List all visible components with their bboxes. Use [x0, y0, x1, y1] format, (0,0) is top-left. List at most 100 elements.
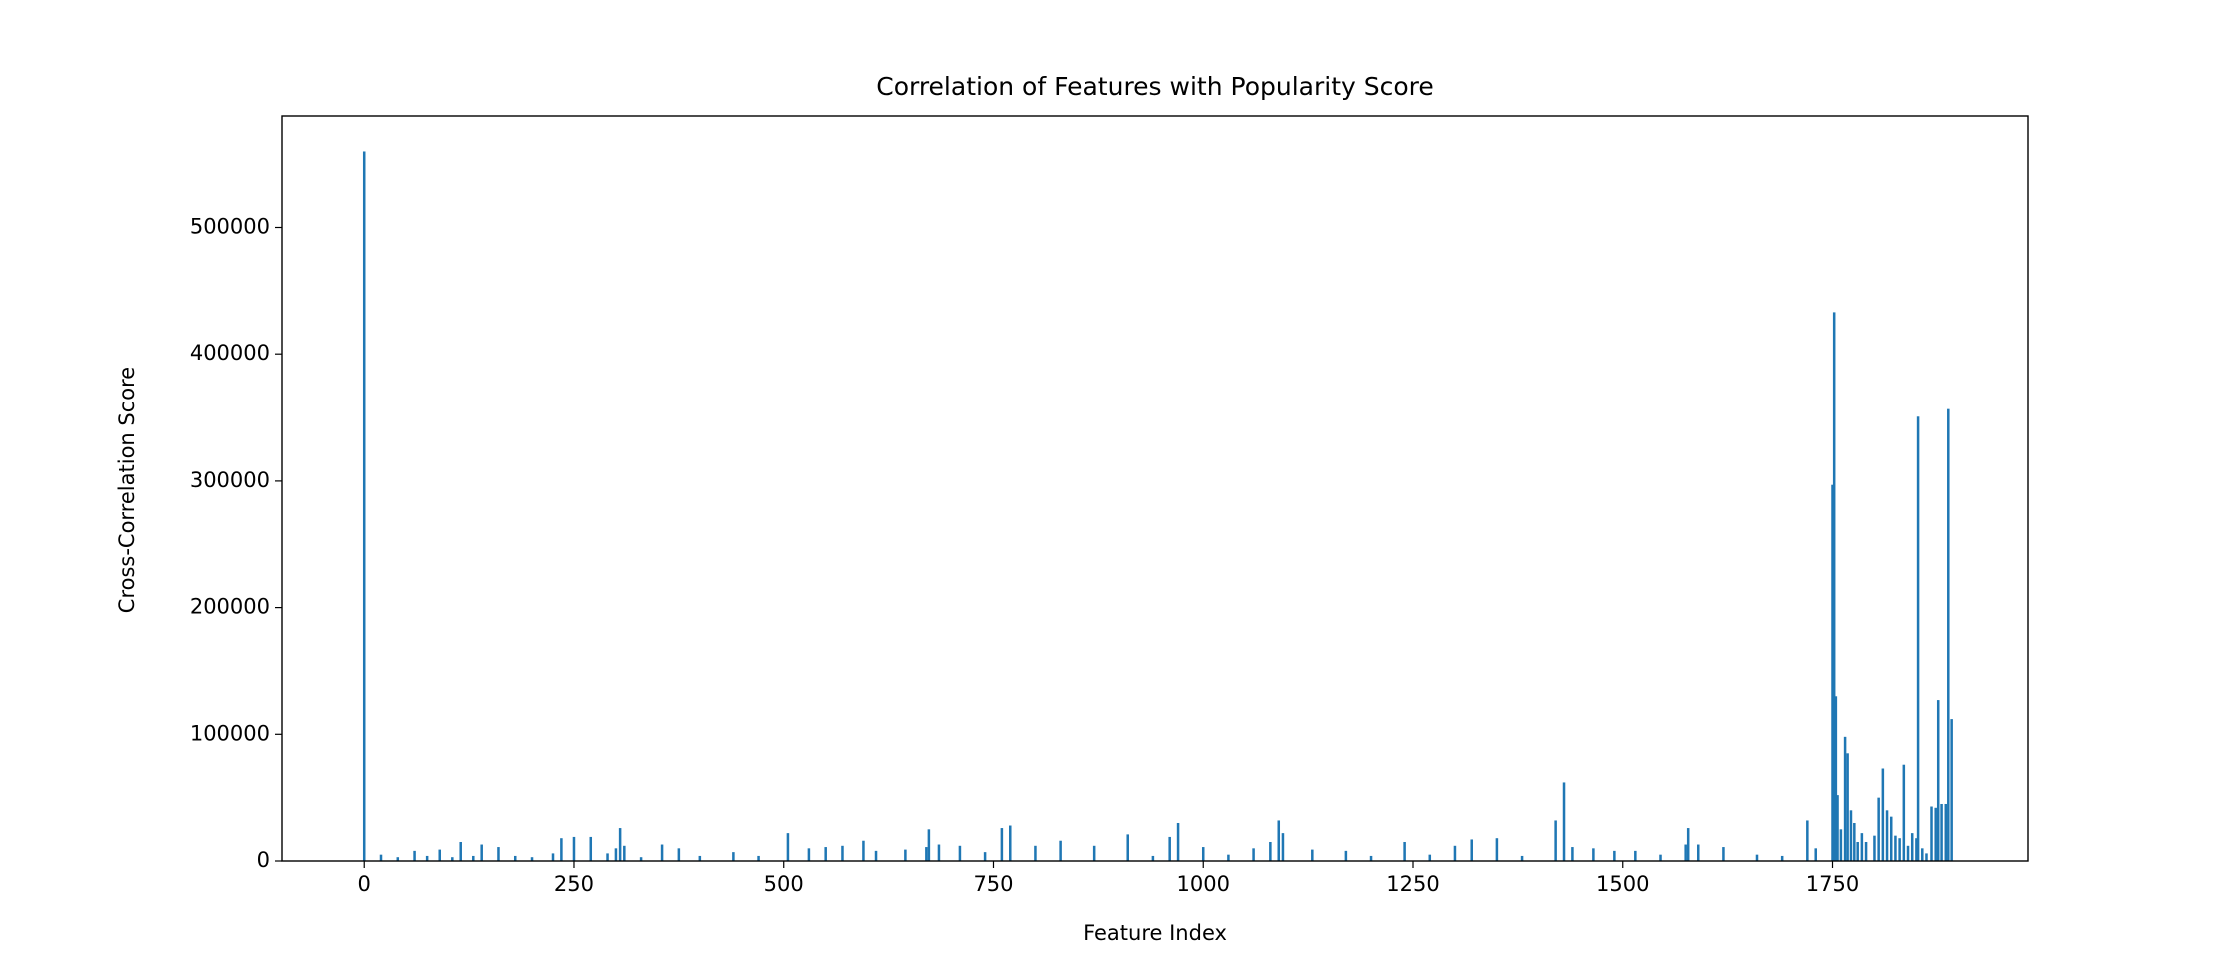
bar — [862, 840, 865, 861]
bar — [1092, 845, 1096, 861]
plot-frame — [281, 115, 2029, 862]
bar — [1940, 803, 1943, 861]
bar — [927, 829, 931, 861]
x-tick-label: 1000 — [1177, 872, 1230, 896]
bar — [513, 855, 517, 861]
bar — [1613, 850, 1616, 861]
bar — [1168, 836, 1171, 861]
bar — [1592, 848, 1595, 861]
bar — [1009, 825, 1012, 861]
bar — [1000, 828, 1004, 861]
bar — [1201, 847, 1205, 861]
bar — [1881, 768, 1885, 861]
bar — [1930, 806, 1933, 861]
bar — [1520, 855, 1524, 861]
bar — [1936, 700, 1940, 861]
x-tick-label: 1250 — [1386, 872, 1439, 896]
y-axis-label: Cross-Correlation Score — [115, 367, 139, 613]
bar — [1853, 822, 1856, 861]
bar — [1832, 312, 1836, 861]
bar — [1722, 847, 1725, 861]
y-tick-label: 0 — [257, 848, 270, 872]
bar — [1151, 855, 1155, 861]
bar — [1780, 855, 1784, 861]
bar — [1934, 807, 1937, 861]
bar — [1269, 841, 1272, 861]
bar — [1814, 848, 1817, 861]
bar — [1846, 753, 1849, 861]
y-tick-label: 400000 — [190, 341, 270, 365]
bar — [1849, 810, 1853, 861]
y-tick-label: 500000 — [190, 214, 270, 238]
bar — [1281, 833, 1285, 861]
bar — [1059, 840, 1062, 861]
bar — [677, 848, 681, 861]
chart-title: Correlation of Features with Popularity … — [876, 72, 1434, 101]
bar — [1755, 854, 1759, 861]
x-tick-label: 750 — [973, 872, 1013, 896]
bar — [1860, 833, 1864, 861]
bar — [1915, 838, 1918, 861]
bar — [1925, 853, 1928, 861]
bar — [413, 850, 416, 861]
bar — [1921, 848, 1924, 861]
bar — [1659, 854, 1662, 861]
bar — [530, 857, 534, 861]
bar — [572, 836, 576, 861]
bar — [1894, 835, 1897, 861]
bar — [396, 857, 400, 861]
bar — [1571, 847, 1574, 861]
bar — [1369, 855, 1373, 861]
bar — [1834, 696, 1838, 861]
bar — [1684, 844, 1687, 861]
bar — [362, 151, 366, 861]
bar — [1902, 764, 1906, 861]
bar — [698, 855, 702, 861]
y-tick-label: 200000 — [190, 595, 270, 619]
bar — [1697, 844, 1700, 861]
bar — [480, 844, 483, 861]
bar — [660, 844, 664, 861]
bar — [1889, 816, 1893, 861]
bar — [874, 850, 878, 861]
bar — [1839, 829, 1843, 861]
bar — [1686, 828, 1690, 861]
bar — [1950, 719, 1953, 861]
bar — [1806, 820, 1809, 861]
bar — [589, 836, 593, 861]
bar — [1227, 854, 1230, 861]
bar — [1898, 838, 1901, 861]
bar — [379, 854, 383, 861]
bar — [732, 852, 735, 861]
bar — [937, 844, 941, 861]
bar — [1910, 833, 1914, 861]
bar — [1554, 820, 1557, 861]
bar — [1843, 736, 1847, 861]
bar — [438, 849, 441, 861]
x-tick-label: 250 — [554, 872, 594, 896]
bar — [606, 853, 609, 861]
bar — [841, 845, 844, 861]
bar — [1252, 848, 1255, 861]
x-tick-label: 1500 — [1596, 872, 1649, 896]
bar — [451, 857, 454, 861]
bar — [904, 849, 907, 861]
bar — [1453, 845, 1457, 861]
bar — [425, 855, 429, 861]
bar — [925, 847, 928, 861]
bar — [614, 848, 618, 861]
bar — [786, 833, 790, 861]
bar — [1906, 845, 1910, 861]
bar — [1873, 835, 1876, 861]
bar — [497, 847, 500, 861]
bar — [1277, 820, 1281, 861]
bar — [983, 852, 987, 861]
bar — [807, 848, 811, 861]
bar — [1403, 841, 1406, 861]
bar — [1947, 408, 1950, 861]
bar — [1470, 839, 1473, 861]
bar — [1034, 845, 1037, 861]
bar — [1311, 849, 1314, 861]
bar — [1126, 834, 1129, 861]
